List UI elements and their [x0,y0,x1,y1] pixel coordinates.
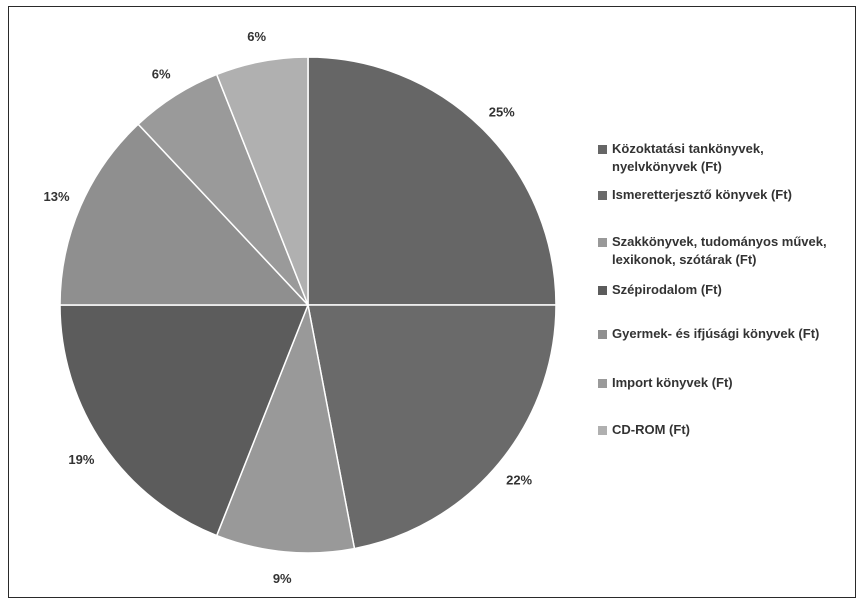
legend-swatch [598,191,607,200]
legend-label: Ismeretterjesztő könyvek (Ft) [612,187,792,202]
legend-swatch [598,145,607,154]
legend-swatch [598,330,607,339]
legend-label: Szakkönyvek, tudományos művek, lexikonok… [612,234,827,267]
legend-swatch [598,286,607,295]
data-label-szakkonyvek: 9% [273,571,292,586]
legend-label: Import könyvek (Ft) [612,375,733,390]
pie-labels: 25% 22% 9% 19% 13% 6% 6% [44,29,533,586]
pie-slice-ismeretterjeszto [307,304,557,550]
data-label-szepirodalom: 19% [68,452,94,467]
pie-slice-szakkonyvek [215,302,356,554]
pie-slice-kozoktatasi [307,56,557,306]
pie-slice-szepirodalom [59,304,310,537]
pie-slice-gyermek [59,123,310,306]
data-label-ismeretterjeszto: 22% [506,473,532,488]
pie-slices [59,56,557,554]
data-label-gyermek: 13% [44,189,70,204]
pie-slice-cdrom [215,56,309,306]
legend-label: CD-ROM (Ft) [612,422,690,437]
legend-swatch [598,379,607,388]
legend-label: Szépirodalom (Ft) [612,282,722,297]
data-label-import: 6% [152,67,171,82]
legend-label: Közoktatási tankönyvek, nyelvkönyvek (Ft… [612,141,764,174]
data-label-cdrom: 6% [247,29,266,44]
data-label-kozoktatasi: 25% [489,104,515,119]
legend-swatch [598,426,607,435]
legend-label: Gyermek- és ifjúsági könyvek (Ft) [612,326,820,341]
legend-swatch [598,238,607,247]
